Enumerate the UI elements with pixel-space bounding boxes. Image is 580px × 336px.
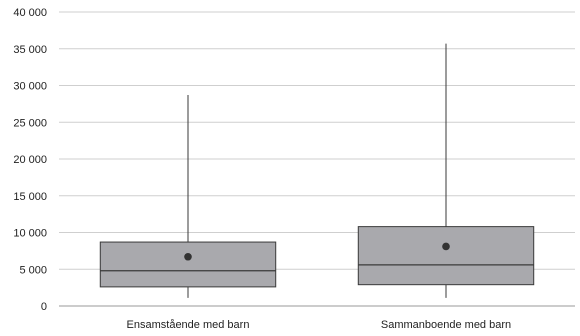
y-tick-label: 30 000 <box>13 81 47 93</box>
y-axis-tick-labels: 0 5 000 10 000 15 000 20 000 25 000 30 000 35 0… <box>13 7 47 313</box>
y-tick-label: 0 <box>41 301 47 313</box>
y-tick-label: 40 000 <box>13 7 47 19</box>
interquartile-box <box>357 226 535 286</box>
y-tick-label: 10 000 <box>13 228 47 240</box>
mean-marker <box>442 242 450 251</box>
box-2 <box>357 43 535 298</box>
y-tick-label: 20 000 <box>13 154 47 166</box>
x-axis-category-labels: Ensamstående med barn Sammanboende med ba… <box>127 319 512 331</box>
category-label: Sammanboende med barn <box>381 319 511 331</box>
y-tick-label: 35 000 <box>13 44 47 56</box>
mean-marker <box>184 252 192 261</box>
category-label: Ensamstående med barn <box>127 319 250 331</box>
box-1 <box>99 95 277 298</box>
box-series <box>99 43 535 298</box>
interquartile-box <box>99 241 277 288</box>
y-tick-label: 25 000 <box>13 117 47 129</box>
y-tick-label: 15 000 <box>13 191 47 203</box>
grid-lines <box>59 11 575 270</box>
y-tick-label: 5 000 <box>19 264 47 276</box>
